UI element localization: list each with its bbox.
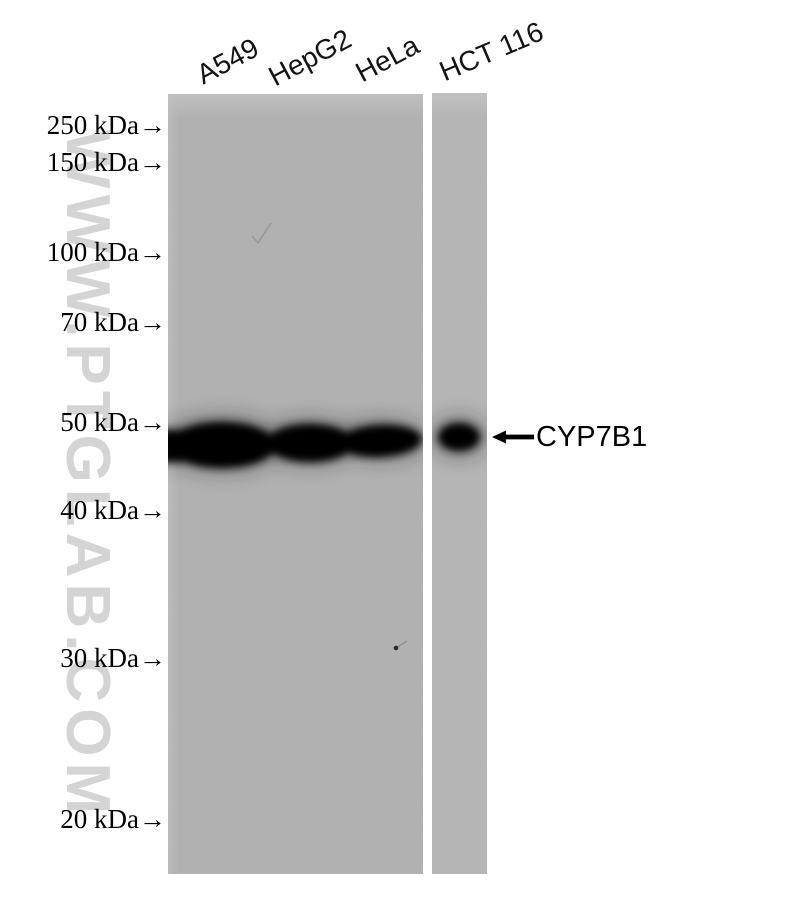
membrane-main <box>168 94 423 874</box>
left-arrow-icon <box>492 429 534 445</box>
bands-main <box>168 222 423 651</box>
band-strip <box>432 418 486 456</box>
marker-30kda: 30 kDa→ <box>60 643 166 673</box>
marker-250kda: 250 kDa→ <box>46 110 166 140</box>
marker-50kda: 50 kDa→ <box>60 407 166 437</box>
marker-20kda: 20 kDa→ <box>60 804 166 834</box>
marker-100kda: 100 kDa→ <box>46 237 166 267</box>
marker-40kda: 40 kDa→ <box>60 495 166 525</box>
band-annotation-label: CYP7B1 <box>536 421 648 453</box>
band-annotation: CYP7B1 <box>492 420 647 454</box>
marker-70kda: 70 kDa→ <box>60 307 166 337</box>
membrane-strip <box>432 93 487 874</box>
marker-150kda: 150 kDa→ <box>46 147 166 177</box>
